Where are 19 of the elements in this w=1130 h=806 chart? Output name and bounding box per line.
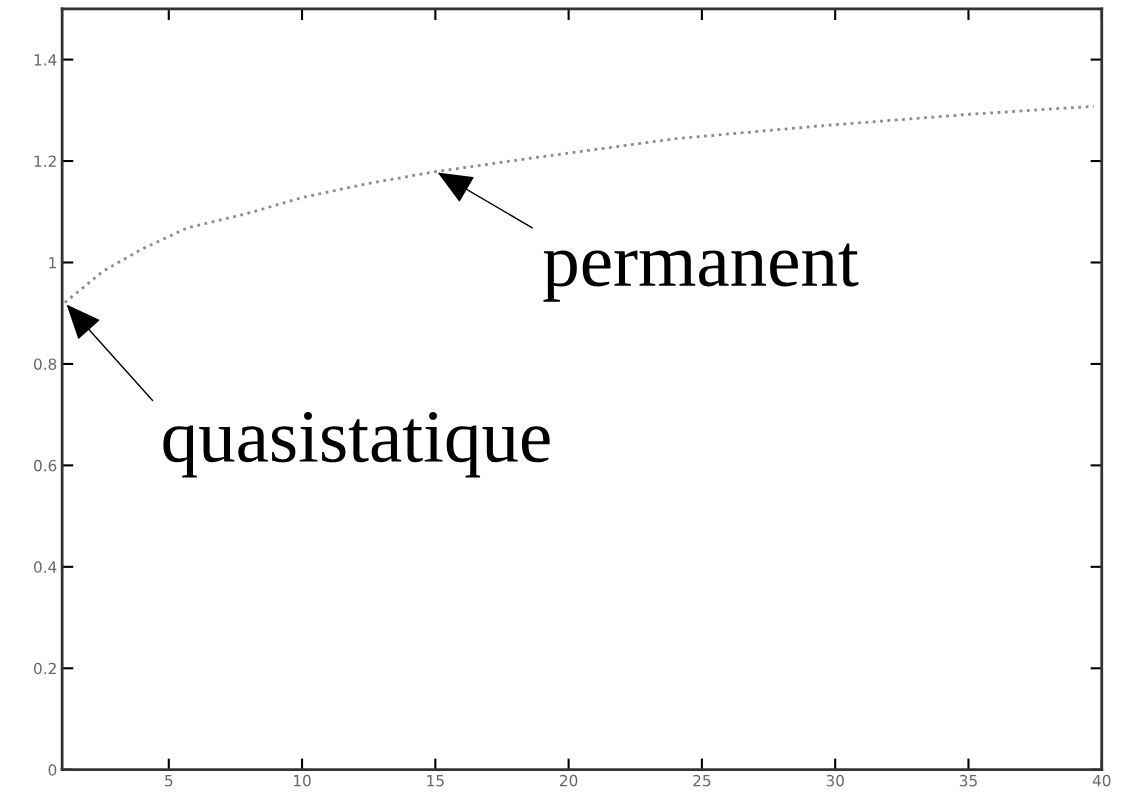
x-tick-label: 25: [693, 774, 711, 787]
x-tick-label: 40: [1092, 774, 1111, 787]
y-tick-label: 0.2: [34, 662, 56, 675]
y-tick-label: 0.6: [34, 459, 57, 472]
y-tick-label: 0: [48, 764, 57, 776]
x-tick-label: 35: [959, 774, 977, 787]
annotation: quasistatique: [163, 411, 550, 478]
y-tick-label: 1.2: [34, 155, 56, 167]
x-tick-label: 5: [165, 775, 173, 787]
x-tick-label: 20: [560, 774, 578, 787]
y-tick-label: 0.4: [34, 561, 57, 573]
line-series: [63, 104, 1096, 304]
annotation: permanent: [543, 243, 859, 302]
x-tick-label: 10: [294, 774, 311, 787]
y-tick-label: 1: [49, 257, 56, 269]
x-tick-label: 15: [427, 775, 444, 787]
x-tick-label: 30: [826, 774, 844, 787]
y-tick-label: 0.8: [34, 358, 57, 370]
y-tick-label: 1.4: [34, 54, 57, 66]
